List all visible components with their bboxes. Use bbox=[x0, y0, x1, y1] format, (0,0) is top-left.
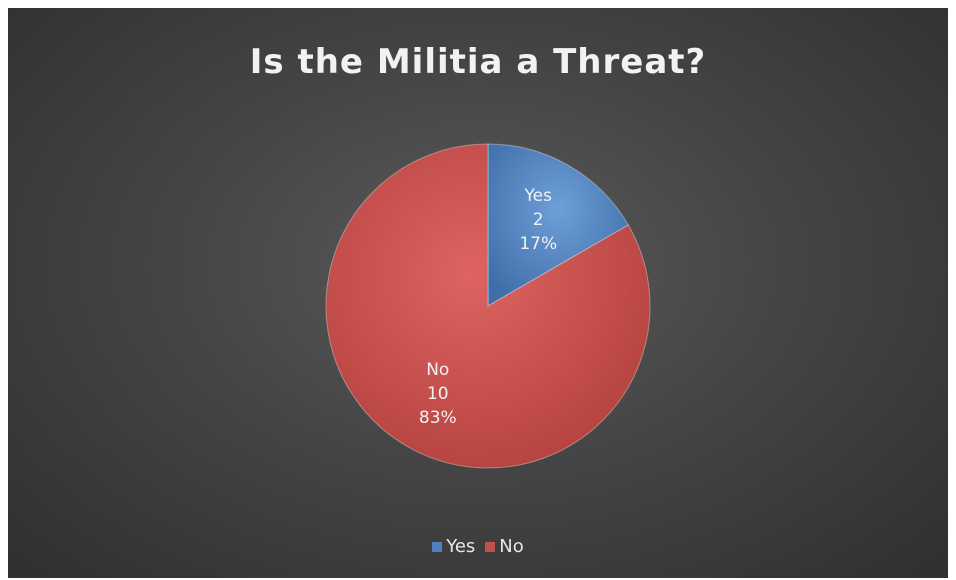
legend-label-yes: Yes bbox=[446, 536, 476, 557]
legend-label-no: No bbox=[499, 536, 524, 557]
pie-slice-no bbox=[325, 143, 651, 469]
data-label-no-value: 10 bbox=[427, 384, 449, 404]
legend-swatch-yes bbox=[432, 541, 443, 552]
pie-chart: Yes 2 17% No 10 83% bbox=[325, 143, 651, 469]
legend: Yes No bbox=[8, 536, 948, 557]
chart-frame: Is the Militia a Threat? Yes 2 17% No 10 83% … bbox=[8, 8, 948, 578]
legend-swatch-no bbox=[485, 541, 496, 552]
legend-item-yes: Yes bbox=[432, 536, 475, 557]
data-label-yes-percent: 17% bbox=[519, 234, 557, 254]
data-label-no-category: No bbox=[426, 360, 449, 380]
pie-slice-yes bbox=[487, 143, 629, 307]
data-label-yes-category: Yes bbox=[523, 186, 552, 206]
legend-item-no: No bbox=[485, 536, 524, 557]
data-label-yes-value: 2 bbox=[533, 210, 544, 230]
chart-title: Is the Militia a Threat? bbox=[249, 42, 707, 82]
data-label-no-percent: 83% bbox=[419, 408, 457, 428]
